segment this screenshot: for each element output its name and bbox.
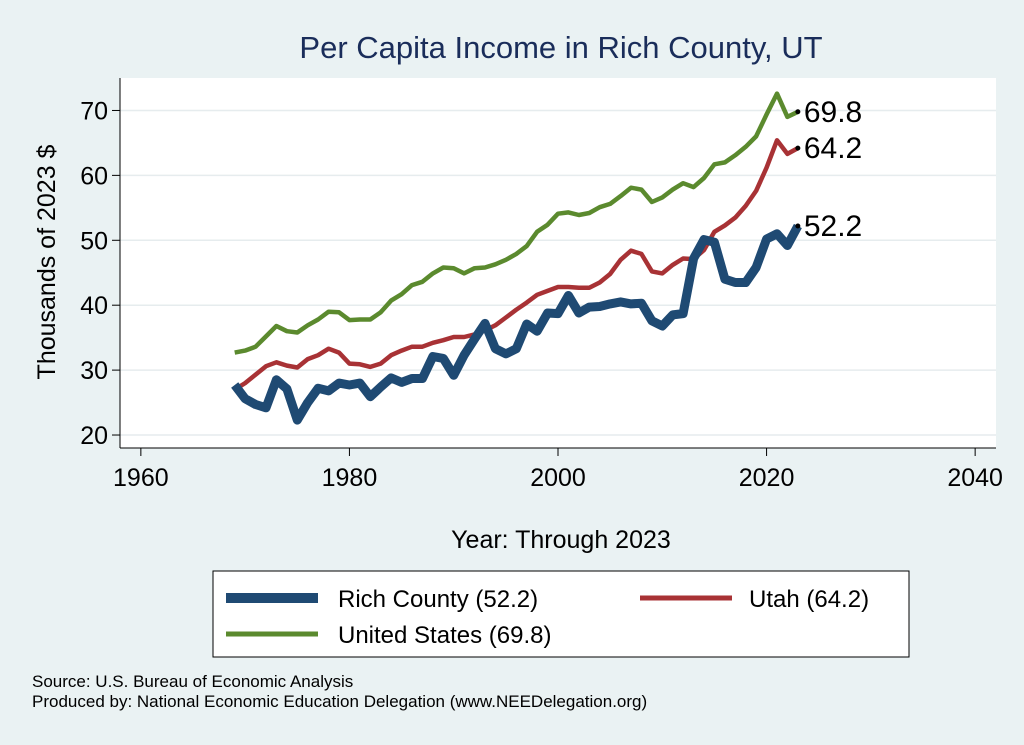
x-axis-label: Year: Through 2023 [451,526,671,554]
source-note: Source: U.S. Bureau of Economic Analysis [32,672,354,691]
x-tick-label: 1980 [322,464,378,492]
y-tick-label: 70 [80,97,108,125]
legend-label-rich-county: Rich County (52.2) [338,586,538,613]
plot-area [120,78,996,448]
axes: 20 30 40 50 60 70 1960 1980 2000 2020 2040 [80,78,1003,492]
x-tick-label: 2000 [530,464,586,492]
end-label-rich-county: 52.2 [804,210,862,243]
end-label-utah: 64.2 [804,132,862,165]
series-line-united-states [234,91,799,355]
y-tick-label: 30 [80,357,108,385]
chart-title: Per Capita Income in Rich County, UT [299,30,822,65]
y-tick-label: 50 [80,227,108,255]
end-point-rich-county [795,223,801,229]
end-labels: 69.864.2 52.2 [795,96,862,243]
legend-label-utah: Utah (64.2) [749,586,869,613]
x-tick-label: 2040 [947,464,1003,492]
x-tick-label: 2020 [739,464,795,492]
produced-by-note: Produced by: National Economic Education… [32,692,648,711]
series-lines [231,91,802,425]
legend-box [212,570,910,658]
end-point-utah [795,145,801,151]
y-tick-label: 60 [80,162,108,190]
x-tick-label: 1960 [113,464,169,492]
legend-label-united-states: United States (69.8) [338,622,551,649]
y-axis-label: Thousands of 2023 $ [33,144,61,379]
series-line-utah [233,138,799,392]
series-line-rich-county [231,223,802,425]
end-point-united-states [795,109,801,115]
end-label-united-states: 69.8 [804,96,862,129]
legend: Rich County (52.2) Utah (64.2) United St… [212,570,910,658]
y-tick-label: 40 [80,292,108,320]
y-tick-label: 20 [80,422,108,450]
